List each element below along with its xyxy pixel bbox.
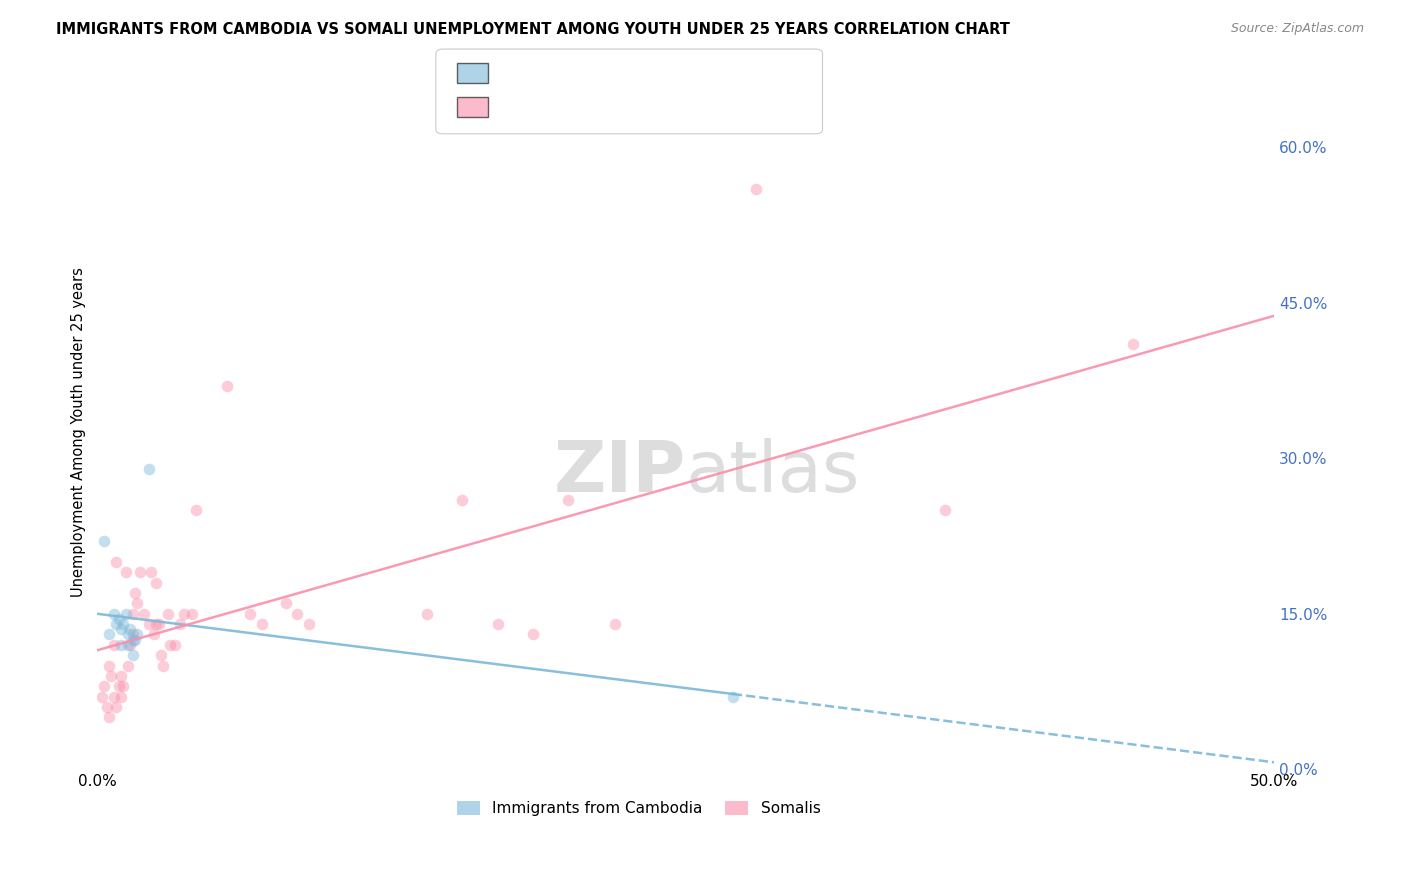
Point	[105, 700, 128, 714]
Text: Source: ZipAtlas.com: Source: ZipAtlas.com	[1230, 22, 1364, 36]
Legend: Immigrants from Cambodia, Somalis: Immigrants from Cambodia, Somalis	[451, 795, 827, 822]
FancyBboxPatch shape	[457, 63, 488, 83]
Point	[127, 596, 149, 610]
Point	[98, 658, 121, 673]
Point	[239, 607, 262, 621]
Point	[120, 623, 142, 637]
Point	[274, 596, 297, 610]
Point	[152, 658, 174, 673]
Point	[934, 503, 956, 517]
Point	[186, 503, 208, 517]
Text: IMMIGRANTS FROM CAMBODIA VS SOMALI UNEMPLOYMENT AMONG YOUTH UNDER 25 YEARS CORRE: IMMIGRANTS FROM CAMBODIA VS SOMALI UNEMP…	[56, 22, 1010, 37]
Point	[105, 617, 128, 632]
Point	[121, 648, 143, 663]
Point	[110, 690, 132, 704]
Point	[287, 607, 309, 621]
Point	[121, 607, 143, 621]
Point	[134, 607, 156, 621]
Point	[127, 627, 149, 641]
Text: R = -0.305   N = 18: R = -0.305 N = 18	[499, 66, 655, 80]
Point	[451, 492, 474, 507]
Point	[124, 586, 146, 600]
Point	[173, 607, 195, 621]
Point	[117, 658, 139, 673]
Point	[180, 607, 202, 621]
Point	[250, 617, 273, 632]
Point	[124, 632, 146, 647]
Point	[120, 638, 142, 652]
Point	[145, 617, 167, 632]
Point	[110, 638, 132, 652]
Point	[107, 679, 129, 693]
Point	[141, 566, 163, 580]
Point	[605, 617, 627, 632]
FancyBboxPatch shape	[436, 49, 823, 134]
Point	[138, 617, 160, 632]
Point	[96, 700, 118, 714]
FancyBboxPatch shape	[457, 97, 488, 117]
Point	[142, 627, 165, 641]
Point	[91, 690, 114, 704]
Point	[149, 648, 172, 663]
Point	[145, 575, 167, 590]
Point	[117, 638, 139, 652]
Point	[114, 566, 136, 580]
Point	[103, 638, 125, 652]
Point	[103, 607, 125, 621]
Point	[103, 690, 125, 704]
Point	[416, 607, 439, 621]
Point	[107, 612, 129, 626]
Point	[721, 690, 744, 704]
Point	[100, 669, 122, 683]
Text: atlas: atlas	[686, 438, 860, 508]
Point	[110, 623, 132, 637]
Point	[105, 555, 128, 569]
Point	[1122, 337, 1144, 351]
Point	[98, 627, 121, 641]
Point	[112, 617, 135, 632]
Text: R =  0.630   N = 53: R = 0.630 N = 53	[499, 100, 655, 114]
Point	[522, 627, 544, 641]
Point	[128, 566, 150, 580]
Point	[486, 617, 509, 632]
Point	[117, 627, 139, 641]
Point	[298, 617, 321, 632]
Point	[138, 461, 160, 475]
Point	[114, 607, 136, 621]
Point	[745, 181, 768, 195]
Y-axis label: Unemployment Among Youth under 25 years: Unemployment Among Youth under 25 years	[72, 268, 86, 598]
Point	[148, 617, 170, 632]
Point	[557, 492, 579, 507]
Point	[98, 710, 121, 724]
Point	[156, 607, 179, 621]
Point	[121, 627, 143, 641]
Point	[93, 534, 115, 549]
Point	[163, 638, 186, 652]
Point	[159, 638, 181, 652]
Point	[110, 669, 132, 683]
Point	[112, 679, 135, 693]
Text: ZIP: ZIP	[554, 438, 686, 508]
Point	[169, 617, 191, 632]
Point	[121, 632, 143, 647]
Point	[93, 679, 115, 693]
Point	[215, 378, 238, 392]
